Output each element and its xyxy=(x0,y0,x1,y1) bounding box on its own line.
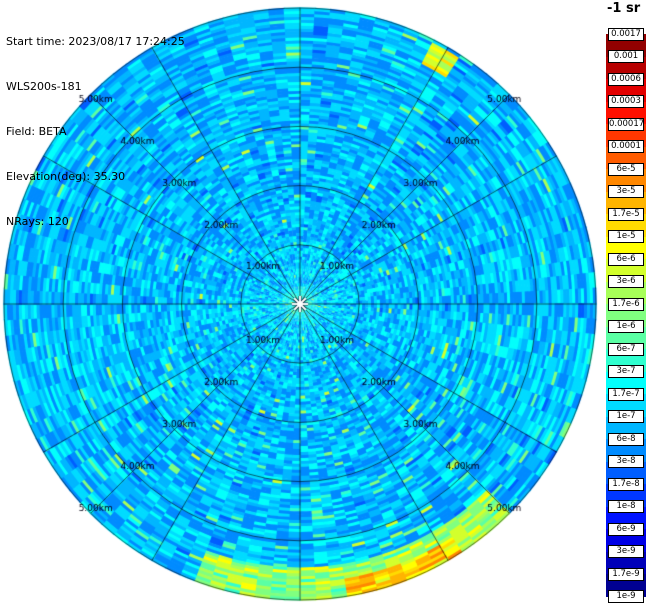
colorbar-tick-label: 1e-7 xyxy=(608,410,644,423)
elevation-label: Elevation(deg): 35.30 xyxy=(6,170,126,183)
nrays-label: NRays: 120 xyxy=(6,215,69,228)
colorbar-tick-label: 1.7e-5 xyxy=(608,207,644,221)
colorbar-tick-label: 1e-9 xyxy=(608,590,644,603)
colorbar-tick-label: 1e-5 xyxy=(608,230,644,243)
colorbar-tick-label: 0.0001 xyxy=(608,140,644,153)
colorbar-tick-label: 6e-6 xyxy=(608,252,644,266)
colorbar-tick-label: 1.7e-9 xyxy=(608,567,644,581)
colorbar-tick-label: 0.0017 xyxy=(608,27,644,41)
colorbar-tick-label: 6e-7 xyxy=(608,342,644,356)
colorbar-tick-label: 6e-9 xyxy=(608,522,644,536)
colorbar-tick-label: 3e-8 xyxy=(608,455,644,468)
colorbar-tick-label: 3e-7 xyxy=(608,365,644,378)
colorbar-tick-label: 0.0006 xyxy=(608,72,644,86)
colorbar-tick-label: 1.7e-7 xyxy=(608,387,644,401)
start-time-label: Start time: 2023/08/17 17:24:25 xyxy=(6,35,185,48)
colorbar-tick-label: 1.7e-8 xyxy=(608,477,644,491)
colorbar-tick-label: 0.0003 xyxy=(608,95,644,108)
colorbar-tick-label: 1e-8 xyxy=(608,500,644,513)
colorbar-tick-label: 0.00017 xyxy=(608,117,645,131)
colorbar-tick-label: 3e-9 xyxy=(608,545,644,558)
scan-info-panel: Start time: 2023/08/17 17:24:25 WLS200s-… xyxy=(6,4,185,259)
colorbar-tick-label: 1.7e-6 xyxy=(608,297,644,311)
colorbar-tick-label: 6e-5 xyxy=(608,162,644,176)
colorbar-tick-label: 1e-6 xyxy=(608,320,644,333)
colorbar-tick-label: 0.001 xyxy=(608,50,644,63)
field-label: Field: BETA xyxy=(6,125,67,138)
colorbar-tick-label: 6e-8 xyxy=(608,432,644,446)
colorbar-unit-label: -1 sr xyxy=(607,1,641,16)
colorbar-tick-label: 3e-5 xyxy=(608,185,644,198)
device-name-label: WLS200s-181 xyxy=(6,80,82,93)
colorbar-tick-label: 3e-6 xyxy=(608,275,644,288)
